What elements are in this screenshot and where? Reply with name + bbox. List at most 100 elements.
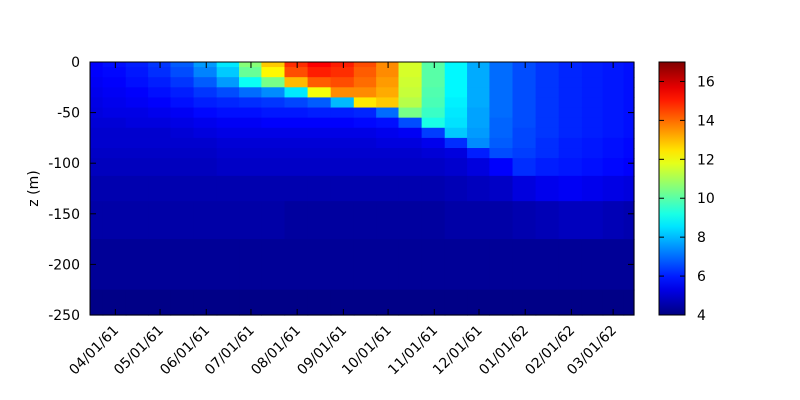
heatmap-cell — [148, 137, 172, 149]
heatmap-cell — [602, 117, 625, 129]
heatmap-cell — [489, 87, 514, 99]
heatmap-cell — [376, 107, 400, 119]
heatmap-cell — [330, 289, 355, 316]
heatmap-cell — [581, 289, 604, 316]
heatmap-cell — [102, 77, 127, 88]
heatmap-cell — [512, 67, 537, 78]
heatmap-cell — [284, 77, 309, 88]
heatmap-cell — [261, 239, 286, 291]
heatmap-cell — [602, 107, 625, 119]
heatmap-cell — [444, 175, 468, 202]
heatmap-cell — [216, 97, 240, 109]
heatmap-cell — [376, 137, 400, 149]
heatmap-cell — [330, 239, 355, 291]
heatmap-cell — [581, 175, 604, 202]
heatmap-cells — [90, 62, 635, 316]
heatmap-cell — [376, 67, 400, 78]
heatmap-cell — [376, 158, 400, 177]
heatmap-cell — [216, 239, 240, 291]
heatmap-cell — [330, 97, 355, 109]
heatmap-cell — [421, 67, 446, 78]
y-tick-label: -50 — [57, 106, 80, 122]
heatmap-cell — [398, 239, 423, 291]
heatmap-cell — [330, 127, 355, 139]
heatmap-cell — [376, 87, 400, 99]
heatmap-cell — [261, 67, 286, 78]
heatmap-cell — [353, 201, 377, 240]
heatmap-cell — [239, 117, 262, 129]
heatmap-cell — [353, 117, 377, 129]
heatmap-cell — [307, 175, 332, 202]
heatmap-cell — [239, 77, 262, 88]
heatmap-cell — [467, 201, 491, 240]
heatmap-cell — [602, 201, 625, 240]
heatmap-cell — [353, 158, 377, 177]
heatmap-cell — [102, 201, 127, 240]
heatmap-cell — [421, 289, 446, 316]
heatmap-cell — [102, 107, 127, 119]
heatmap-cell — [376, 239, 400, 291]
heatmap-cell — [558, 175, 583, 202]
heatmap-cell — [90, 137, 104, 149]
heatmap-cell — [261, 137, 286, 149]
heatmap-cell — [421, 107, 446, 119]
y-tick-label: -100 — [48, 156, 80, 172]
heatmap-cell — [170, 77, 195, 88]
heatmap-cell — [216, 77, 240, 88]
y-tick-label: -200 — [48, 257, 80, 273]
heatmap-cell — [602, 97, 625, 109]
heatmap-cell — [307, 148, 332, 159]
heatmap-cell — [467, 77, 491, 88]
heatmap-cell — [307, 137, 332, 149]
heatmap-cell — [170, 117, 195, 129]
heatmap-cell — [102, 148, 127, 159]
heatmap-cell — [330, 158, 355, 177]
heatmap-cell — [467, 87, 491, 99]
heatmap-cell — [489, 97, 514, 109]
heatmap-cell — [90, 127, 104, 139]
heatmap-cell — [535, 117, 560, 129]
heatmap-cell — [261, 97, 286, 109]
heatmap-cell — [489, 127, 514, 139]
heatmap-cell — [193, 289, 218, 316]
heatmap-cell — [376, 97, 400, 109]
x-tick-label: 01/01/62 — [476, 323, 532, 379]
heatmap-cell — [467, 289, 491, 316]
heatmap-cell — [398, 137, 423, 149]
heatmap-cell — [602, 87, 625, 99]
heatmap-cell — [467, 158, 491, 177]
heatmap-cell — [102, 87, 127, 99]
heatmap-cell — [489, 175, 514, 202]
heatmap-cell — [398, 107, 423, 119]
heatmap-cell — [581, 67, 604, 78]
heatmap-cell — [330, 87, 355, 99]
heatmap-cell — [602, 289, 625, 316]
heatmap-cell — [444, 87, 468, 99]
heatmap-cell — [489, 201, 514, 240]
heatmap-cell — [330, 67, 355, 78]
heatmap-cell — [90, 87, 104, 99]
heatmap-cell — [148, 175, 172, 202]
heatmap-cell — [398, 97, 423, 109]
heatmap-cell — [467, 127, 491, 139]
heatmap-cell — [239, 107, 262, 119]
heatmap-cell — [421, 148, 446, 159]
x-tick-label: 12/01/61 — [430, 323, 486, 379]
heatmap-cell — [623, 175, 635, 202]
heatmap-cell — [307, 97, 332, 109]
heatmap-cell — [193, 137, 218, 149]
heatmap-cell — [353, 77, 377, 88]
heatmap-cell — [421, 117, 446, 129]
heatmap-cell — [353, 107, 377, 119]
heatmap-cell — [558, 201, 583, 240]
heatmap-cell — [602, 175, 625, 202]
heatmap-cell — [102, 127, 127, 139]
heatmap-cell — [581, 239, 604, 291]
heatmap-cell — [216, 175, 240, 202]
heatmap-cell — [193, 148, 218, 159]
heatmap-cell — [193, 239, 218, 291]
heatmap-cell — [623, 97, 635, 109]
heatmap-cell — [216, 148, 240, 159]
heatmap-cell — [307, 239, 332, 291]
heatmap-cell — [307, 62, 332, 68]
